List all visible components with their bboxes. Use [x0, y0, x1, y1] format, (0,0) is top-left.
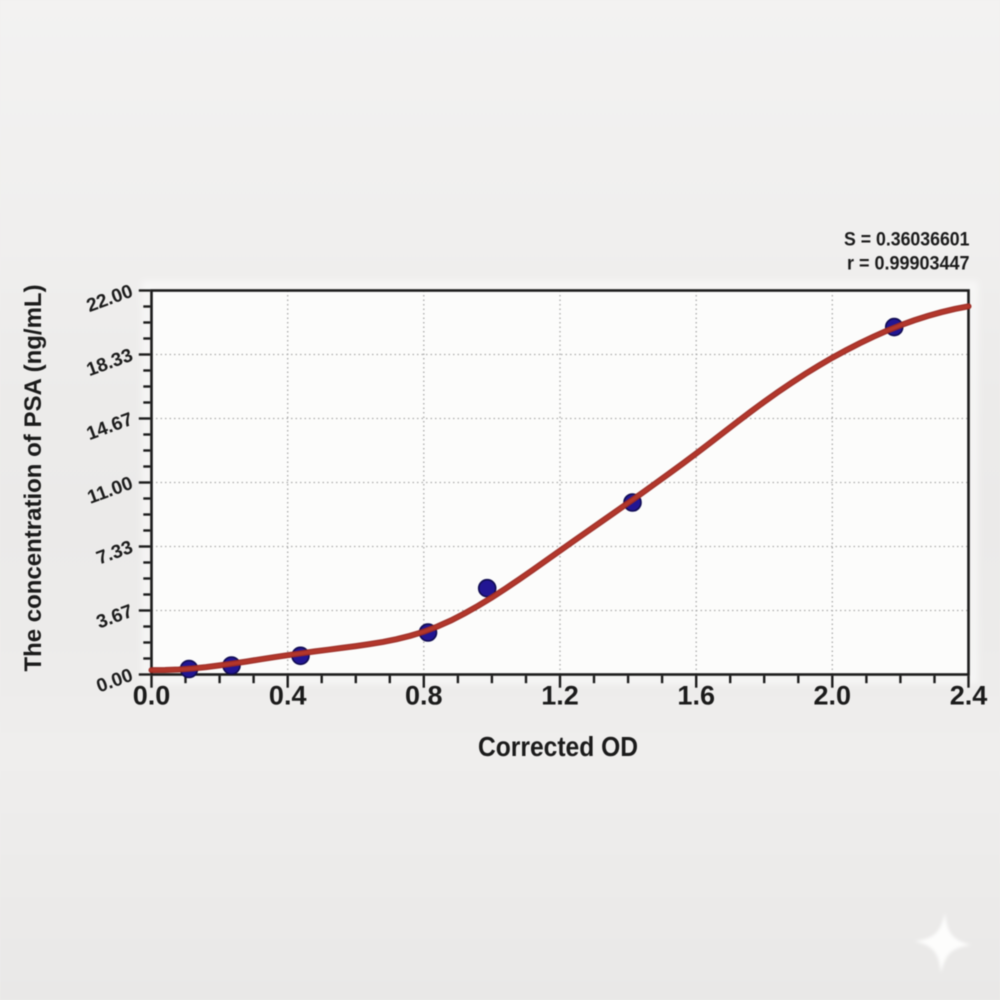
svg-text:The concentration of PSA (ng/m: The concentration of PSA (ng/mL) — [20, 284, 47, 671]
svg-text:0.8: 0.8 — [405, 681, 443, 711]
svg-text:2.4: 2.4 — [950, 681, 988, 711]
svg-text:0.0: 0.0 — [133, 681, 171, 711]
svg-text:1.6: 1.6 — [677, 681, 715, 711]
svg-text:Corrected OD: Corrected OD — [478, 731, 638, 762]
svg-text:2.0: 2.0 — [814, 681, 852, 711]
svg-text:S = 0.36036601: S = 0.36036601 — [844, 230, 970, 251]
svg-text:0.4: 0.4 — [269, 681, 307, 711]
svg-text:r = 0.99903447: r = 0.99903447 — [847, 254, 970, 275]
svg-text:1.2: 1.2 — [541, 681, 579, 711]
